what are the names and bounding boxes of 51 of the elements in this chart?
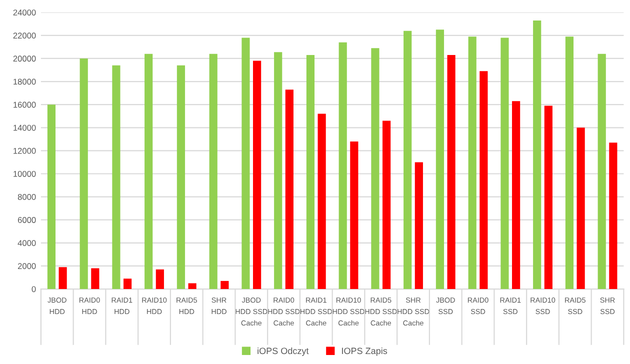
y-tick-label: 0: [32, 286, 36, 292]
bar: [242, 38, 250, 290]
y-tick-label: 12000: [14, 148, 36, 154]
bar: [609, 142, 618, 290]
bar: [306, 55, 315, 290]
y-tick-label: 10000: [14, 170, 36, 177]
y-tick-label: 4000: [18, 240, 36, 246]
bar: [544, 106, 552, 290]
bar: [414, 162, 423, 290]
bar: [47, 104, 56, 290]
bar: [156, 269, 164, 290]
y-tick-label: 22000: [13, 32, 36, 39]
bar: [318, 114, 326, 290]
bar: [220, 280, 229, 290]
bar: [80, 58, 88, 290]
legend-label: IOPS Zapis: [342, 347, 388, 356]
bar: [144, 54, 153, 290]
bar: [598, 54, 606, 290]
bar: [285, 90, 294, 290]
bar: [447, 55, 456, 290]
y-tick-label: 24000: [13, 10, 36, 16]
bar: [576, 128, 585, 290]
bar: [274, 52, 282, 290]
bar: [382, 120, 391, 290]
bar: [253, 60, 262, 290]
bar: [565, 36, 574, 290]
bar: [58, 267, 67, 290]
bar: [371, 48, 380, 290]
y-tick-label: 14000: [14, 124, 36, 131]
bar: [533, 20, 542, 290]
bar: [338, 42, 347, 290]
bar: [350, 141, 358, 290]
bar: [404, 30, 412, 290]
y-tick-label: 2000: [18, 263, 36, 270]
y-tick-label: 16000: [14, 102, 36, 108]
bar: [512, 101, 520, 290]
bar: [480, 71, 488, 290]
y-tick-label: 8000: [18, 194, 36, 200]
y-tick-label: 6000: [18, 217, 36, 223]
bar: [124, 278, 132, 290]
bar: [500, 38, 509, 290]
bar: [112, 65, 120, 290]
y-tick-label: 18000: [14, 78, 36, 85]
y-tick-label: 20000: [13, 56, 36, 62]
bar: [468, 36, 476, 290]
bar: [209, 54, 218, 290]
bar: [436, 30, 444, 290]
bar: [91, 268, 100, 290]
bar: [176, 65, 186, 290]
legend-label: iOPS Odczyt: [258, 347, 309, 356]
bar: [188, 283, 196, 290]
